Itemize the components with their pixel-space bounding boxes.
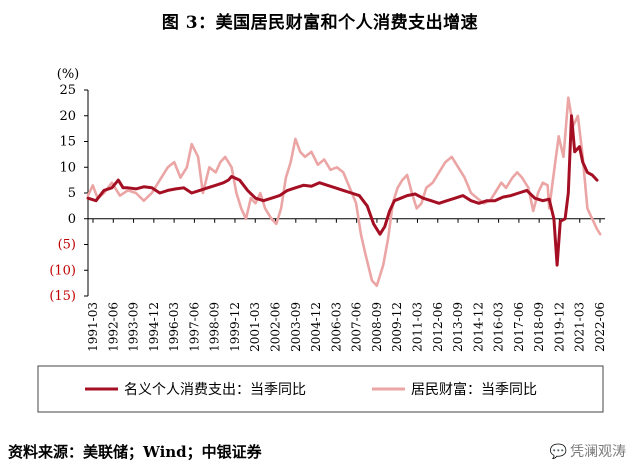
source-note: 资料来源：美联储；Wind；中银证券 xyxy=(8,443,262,461)
x-tick-label: 2007-06 xyxy=(350,302,364,352)
x-tick-label: 2022-06 xyxy=(593,302,607,352)
x-tick-label: 2019-12 xyxy=(552,302,566,352)
x-tick-label: 1998-09 xyxy=(208,302,222,352)
chat-bubble-icon: 💬 xyxy=(549,444,567,460)
y-tick-label: (5) xyxy=(58,238,76,253)
x-tick-label: 2011-03 xyxy=(410,302,424,352)
y-tick-label: 10 xyxy=(59,160,76,175)
x-tick-label: 1997-06 xyxy=(187,302,201,352)
x-tick-label: 2013-09 xyxy=(451,302,465,352)
x-tick-label: 2021-03 xyxy=(573,302,587,352)
watermark: 💬 凭澜观涛 xyxy=(550,441,626,461)
axes-group: (%)25 20 15 10 5 0 (5) (10) (15) 1991-03 1992-06 19… xyxy=(49,67,607,352)
series-line-wealth xyxy=(86,96,602,287)
series-group xyxy=(86,96,602,287)
watermark-text: 凭澜观涛 xyxy=(570,444,626,460)
x-tick-label: 2009-12 xyxy=(390,302,404,352)
legend-label-consumption: 名义个人消费支出：当季同比 xyxy=(124,382,306,398)
y-axis-unit-label: (%) xyxy=(57,67,80,82)
x-tick-label: 1994-12 xyxy=(147,302,161,352)
x-tick-label: 1992-06 xyxy=(106,302,120,352)
legend-box xyxy=(37,365,604,413)
x-tick-label: 2001-03 xyxy=(248,302,262,352)
x-tick-label: 2014-12 xyxy=(471,302,485,352)
chart-title: 图 3：美国居民财富和个人消费支出增速 xyxy=(161,13,479,33)
y-tick-label: (10) xyxy=(49,263,76,278)
x-tick-label: 2017-06 xyxy=(512,302,526,352)
y-tick-label: 5 xyxy=(68,186,76,201)
x-tick-label: 2008-09 xyxy=(370,302,384,352)
legend: 名义个人消费支出：当季同比 居民财富：当季同比 xyxy=(37,365,604,413)
y-tick-label: 0 xyxy=(68,212,76,227)
y-tick-label: (15) xyxy=(49,289,76,304)
y-tick-label: 25 xyxy=(59,83,76,98)
x-tick-label: 1991-03 xyxy=(86,302,100,352)
x-tick-label: 1993-09 xyxy=(127,302,141,352)
x-tick-label: 1999-12 xyxy=(228,302,242,352)
series-line-consumption xyxy=(86,114,599,267)
x-tick-label: 2003-09 xyxy=(289,302,303,352)
x-tick-label: 2016-03 xyxy=(492,302,506,352)
x-tick-label: 2002-06 xyxy=(269,302,283,352)
x-tick-label: 2006-03 xyxy=(329,302,343,352)
x-tick-label: 2012-06 xyxy=(431,302,445,352)
x-tick-label: 1996-03 xyxy=(167,302,181,352)
legend-label-wealth: 居民财富：当季同比 xyxy=(411,381,537,398)
y-tick-label: 15 xyxy=(59,135,76,150)
y-tick-label: 20 xyxy=(59,109,76,124)
x-tick-label: 2018-09 xyxy=(532,302,546,352)
x-tick-label: 2004-12 xyxy=(309,302,323,352)
